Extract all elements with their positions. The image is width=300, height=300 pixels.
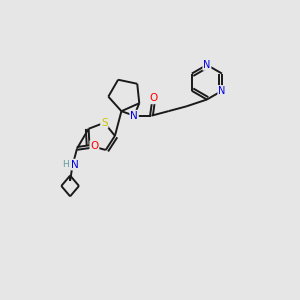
Text: O: O xyxy=(90,141,98,151)
Text: N: N xyxy=(71,160,79,170)
Text: O: O xyxy=(150,93,158,103)
Text: N: N xyxy=(218,86,226,96)
Text: N: N xyxy=(203,60,211,70)
Text: H: H xyxy=(62,160,69,169)
Text: N: N xyxy=(130,111,138,121)
Text: S: S xyxy=(101,118,108,128)
